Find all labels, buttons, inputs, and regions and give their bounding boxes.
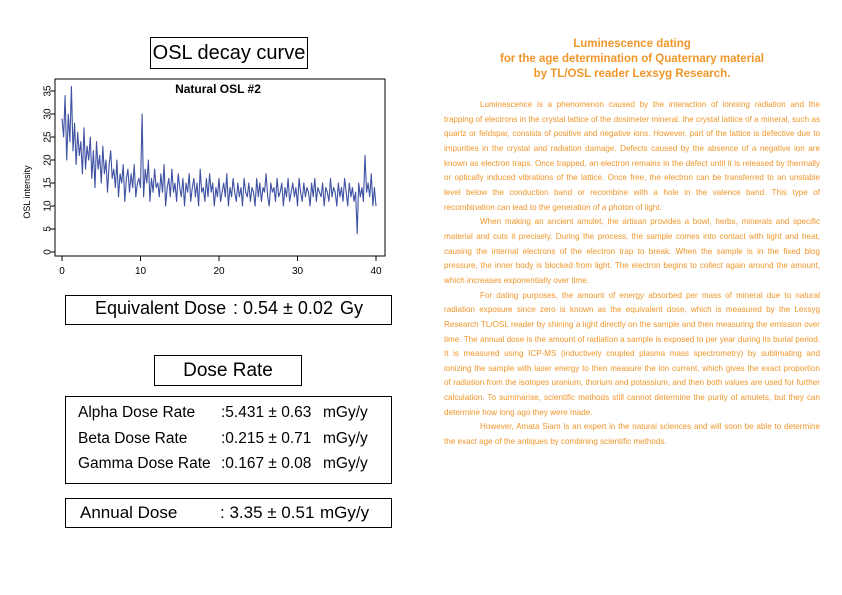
article-paragraph: When making an ancient amulet, the artis… — [444, 217, 820, 285]
beta-dose-rate-unit: mGy/y — [323, 430, 368, 447]
equivalent-dose-label: Equivalent Dose — [95, 298, 227, 318]
article-title-line: for the age determination of Quaternary … — [500, 53, 764, 65]
osl-series-line — [61, 85, 377, 235]
y-tick-label: 10 — [43, 200, 54, 212]
osl-decay-curve-title: OSL decay curve — [150, 37, 308, 69]
x-tick-label: 30 — [292, 266, 304, 277]
equivalent-dose-value: : 0.54 ± 0.02 — [233, 298, 333, 318]
y-tick-label: 5 — [43, 226, 54, 232]
y-tick-label: 0 — [43, 249, 54, 255]
article-paragraph: However, Amata Siam is an expert in the … — [444, 422, 820, 447]
annual-dose-value: : 3.35 ± 0.51 — [220, 503, 315, 522]
alpha-dose-rate-unit: mGy/y — [323, 404, 368, 421]
article-title-line: Luminescence dating — [573, 38, 691, 50]
x-tick-label: 20 — [213, 266, 225, 277]
x-tick-label: 40 — [370, 266, 382, 277]
article: Luminescence dating for the age determin… — [444, 37, 820, 450]
dose-rate-title-text: Dose Rate — [183, 359, 273, 381]
osl-decay-chart: Natural OSL #2 OSL intensity 0 5 10 15 20 25 30 3… — [22, 78, 386, 277]
dose-rate-title: Dose Rate — [154, 355, 302, 386]
gamma-dose-rate-value: :0.167 ± 0.08 — [221, 455, 312, 472]
y-tick-label: 15 — [43, 177, 54, 189]
osl-decay-curve-title-text: OSL decay curve — [152, 41, 306, 64]
y-axis-label: OSL intensity — [22, 165, 32, 219]
article-paragraph: For dating purposes, the amount of energ… — [444, 290, 820, 417]
plot-frame — [54, 78, 386, 257]
article-paragraph: Luminescence is a phenomenon caused by t… — [444, 100, 820, 212]
y-tick-label: 25 — [43, 131, 54, 143]
chart-title: Natural OSL #2 — [175, 82, 261, 96]
gamma-dose-rate-label: Gamma Dose Rate — [78, 455, 211, 472]
alpha-dose-rate-label: Alpha Dose Rate — [78, 404, 196, 421]
beta-dose-rate-label: Beta Dose Rate — [78, 430, 188, 447]
y-tick-label: 35 — [43, 85, 54, 97]
gamma-dose-rate-unit: mGy/y — [323, 455, 368, 472]
article-title: Luminescence dating for the age determin… — [444, 37, 820, 82]
dose-rate-table — [65, 396, 392, 484]
article-title-line: by TL/OSL reader Lexsyg Research. — [533, 68, 731, 80]
x-tick-label: 10 — [135, 266, 147, 277]
beta-dose-rate-value: :0.215 ± 0.71 — [221, 430, 312, 447]
equivalent-dose-unit: Gy — [340, 298, 364, 318]
y-tick-label: 20 — [43, 154, 54, 166]
x-tick-label: 0 — [59, 266, 65, 277]
annual-dose-label: Annual Dose — [80, 503, 178, 522]
annual-dose-box — [65, 498, 392, 528]
annual-dose-unit: mGy/y — [320, 503, 370, 522]
alpha-dose-rate-value: :5.431 ± 0.63 — [221, 404, 312, 421]
equivalent-dose-box — [65, 295, 392, 325]
y-tick-label: 30 — [43, 108, 54, 120]
